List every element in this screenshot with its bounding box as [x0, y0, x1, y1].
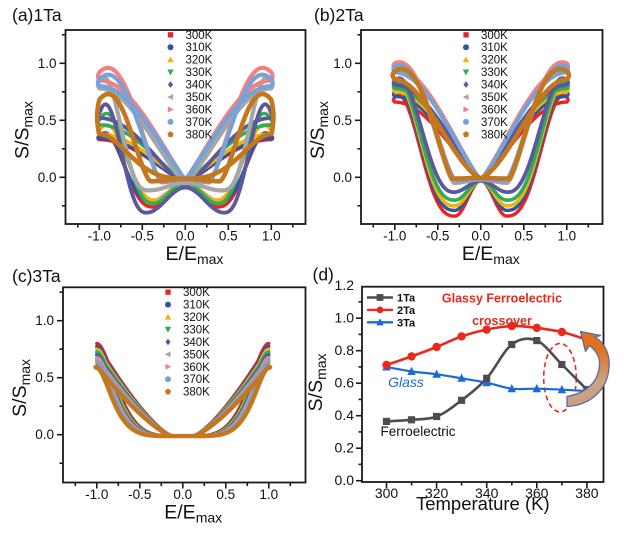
svg-text:330K: 330K [481, 67, 508, 79]
svg-text:320K: 320K [481, 55, 508, 67]
svg-text:S/Smax: S/Smax [307, 101, 331, 159]
svg-text:360: 360 [525, 485, 549, 501]
svg-text:370K: 370K [183, 374, 210, 386]
svg-text:-1.0: -1.0 [88, 229, 111, 244]
svg-text:Glass: Glass [388, 374, 424, 390]
svg-text:0.5: 0.5 [38, 113, 57, 128]
svg-text:330K: 330K [183, 325, 210, 337]
svg-text:320: 320 [425, 485, 449, 501]
svg-text:(c)3Ta: (c)3Ta [12, 266, 61, 286]
svg-text:350K: 350K [186, 92, 213, 104]
svg-text:340: 340 [475, 485, 499, 501]
svg-text:crossover: crossover [472, 314, 532, 328]
svg-text:370K: 370K [186, 117, 213, 129]
svg-text:1.2: 1.2 [335, 277, 355, 293]
svg-text:2Ta: 2Ta [397, 305, 416, 317]
svg-text:340K: 340K [481, 80, 508, 92]
svg-text:300K: 300K [481, 30, 508, 42]
svg-text:0.0: 0.0 [335, 472, 355, 488]
svg-text:-0.5: -0.5 [128, 487, 151, 502]
svg-text:0.4: 0.4 [335, 407, 355, 423]
svg-text:340K: 340K [186, 80, 213, 92]
svg-text:(a)1Ta: (a)1Ta [12, 5, 62, 25]
svg-text:0.8: 0.8 [335, 342, 355, 358]
svg-text:1Ta: 1Ta [397, 293, 416, 305]
svg-text:360K: 360K [481, 105, 508, 117]
svg-text:0.5: 0.5 [216, 487, 235, 502]
svg-text:1.0: 1.0 [35, 313, 54, 328]
svg-text:0.0: 0.0 [471, 229, 490, 244]
svg-text:E/Emax: E/Emax [462, 243, 520, 267]
svg-text:310K: 310K [186, 42, 213, 54]
svg-text:Glassy Ferroelectric: Glassy Ferroelectric [442, 292, 562, 306]
svg-text:380: 380 [575, 485, 599, 501]
svg-text:Temperature (K): Temperature (K) [416, 493, 550, 514]
svg-text:S/Smax: S/Smax [305, 353, 329, 411]
svg-text:-0.5: -0.5 [131, 229, 154, 244]
svg-text:Ferroelectric: Ferroelectric [380, 424, 455, 439]
svg-text:1.0: 1.0 [38, 56, 57, 71]
svg-text:310K: 310K [183, 300, 210, 312]
svg-text:0.2: 0.2 [335, 440, 355, 456]
svg-text:0.5: 0.5 [35, 370, 54, 385]
svg-text:1.0: 1.0 [335, 310, 355, 326]
svg-text:-1.0: -1.0 [383, 229, 406, 244]
svg-text:380K: 380K [186, 129, 213, 141]
svg-text:1.0: 1.0 [333, 56, 352, 71]
svg-text:300K: 300K [183, 287, 210, 299]
svg-text:0.0: 0.0 [38, 170, 57, 185]
svg-text:340K: 340K [183, 337, 210, 349]
svg-text:0.5: 0.5 [333, 113, 352, 128]
svg-text:330K: 330K [186, 67, 213, 79]
svg-text:0.6: 0.6 [335, 375, 355, 391]
svg-text:1.0: 1.0 [259, 487, 278, 502]
svg-text:350K: 350K [481, 92, 508, 104]
svg-text:300: 300 [375, 485, 399, 501]
svg-text:1.0: 1.0 [262, 229, 281, 244]
svg-text:380K: 380K [481, 129, 508, 141]
svg-text:(b)2Ta: (b)2Ta [314, 5, 364, 25]
svg-text:(d): (d) [313, 265, 334, 285]
svg-text:-1.0: -1.0 [85, 487, 108, 502]
svg-text:0.0: 0.0 [173, 487, 192, 502]
svg-text:0.0: 0.0 [333, 170, 352, 185]
svg-text:1.0: 1.0 [557, 229, 576, 244]
svg-text:0.5: 0.5 [514, 229, 533, 244]
svg-text:320K: 320K [186, 55, 213, 67]
svg-text:310K: 310K [481, 42, 508, 54]
svg-text:-0.5: -0.5 [426, 229, 449, 244]
svg-text:0.0: 0.0 [176, 229, 195, 244]
svg-text:3Ta: 3Ta [397, 317, 416, 329]
svg-text:0.5: 0.5 [219, 229, 238, 244]
svg-text:360K: 360K [186, 105, 213, 117]
svg-text:320K: 320K [183, 312, 210, 324]
svg-text:350K: 350K [183, 349, 210, 361]
svg-text:380K: 380K [183, 387, 210, 399]
svg-text:300K: 300K [186, 30, 213, 42]
svg-text:0.0: 0.0 [35, 427, 54, 442]
svg-text:360K: 360K [183, 362, 210, 374]
svg-text:370K: 370K [481, 117, 508, 129]
